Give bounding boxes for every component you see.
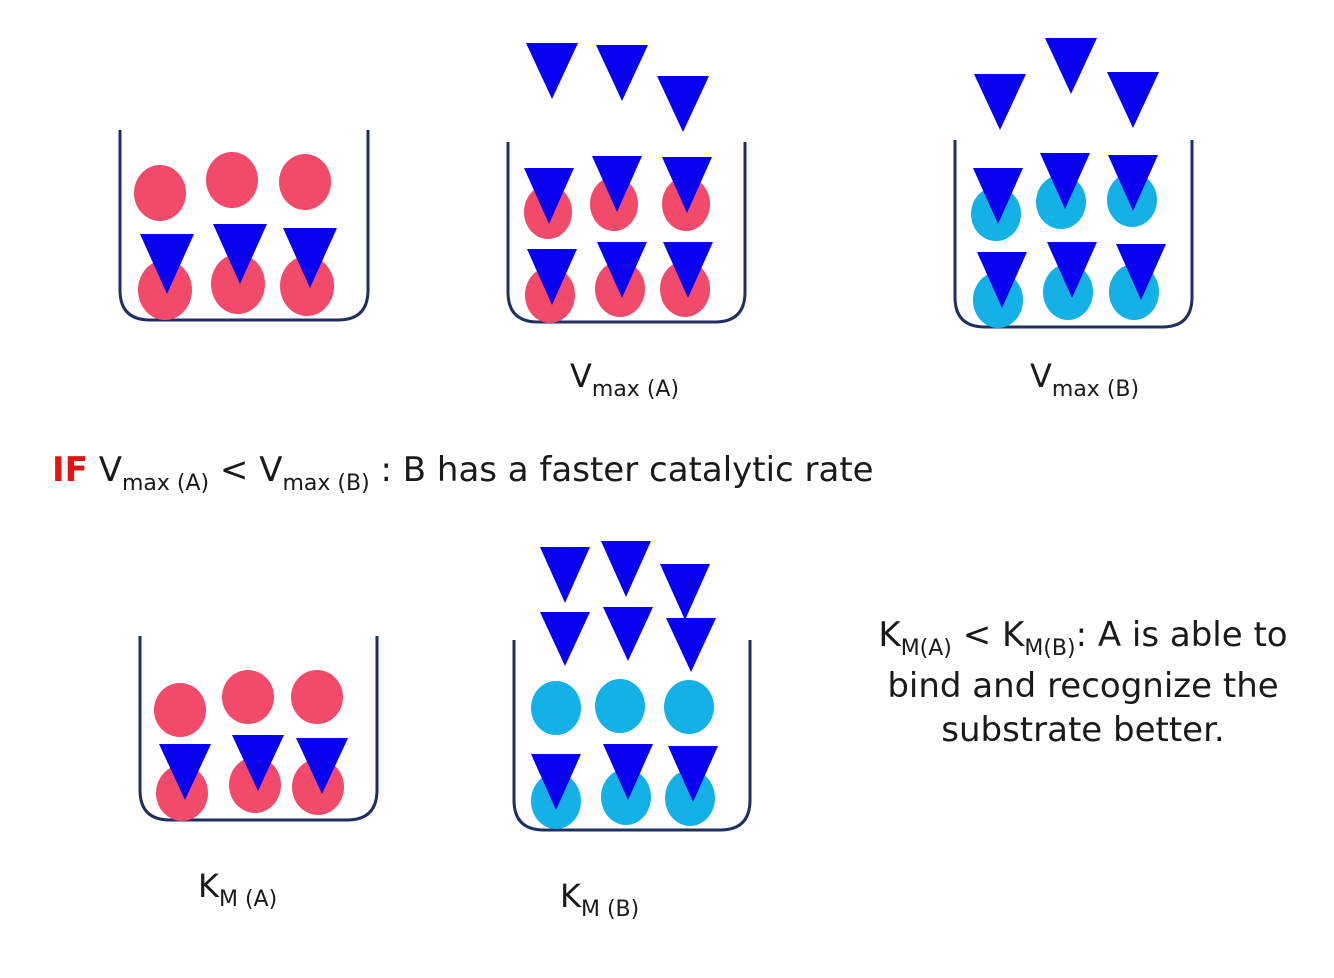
substrate-free <box>657 76 709 132</box>
substrate <box>283 228 337 288</box>
substrate-bound <box>1116 244 1166 300</box>
enzyme-b-bound <box>601 769 651 825</box>
substrate <box>213 224 267 284</box>
substrate-bound <box>603 744 653 800</box>
enzyme-a-free <box>291 670 343 724</box>
substrate-bound <box>1040 153 1090 209</box>
beaker-1 <box>118 130 370 322</box>
substrate-bound <box>663 242 713 298</box>
substrate-bound <box>977 252 1027 308</box>
substrate-free <box>974 74 1026 130</box>
substrate-bound <box>524 168 574 224</box>
beaker-km-a <box>138 636 379 822</box>
enzyme-a-free <box>222 670 274 724</box>
substrate-free <box>660 564 710 620</box>
substrate-bound <box>232 735 284 791</box>
enzyme-b-free <box>595 679 645 733</box>
km-b-label: KM (B) <box>560 877 640 922</box>
vmax-b-label: Vmax (B) <box>1030 357 1140 402</box>
enzyme-a-free <box>154 683 206 737</box>
substrate-bound <box>662 157 712 213</box>
substrate <box>140 234 194 294</box>
enzyme-a-free <box>206 152 258 208</box>
substrate-bound <box>973 168 1023 224</box>
substrate-bound <box>592 156 642 212</box>
enzyme-b-bound <box>665 770 715 826</box>
vmax-a-label: Vmax (A) <box>570 357 680 402</box>
enzyme-a-bound <box>280 256 334 316</box>
substrate-bound <box>527 249 577 305</box>
substrate-free <box>1107 72 1159 128</box>
beaker-km-b <box>512 640 752 832</box>
substrate-bound <box>668 746 718 802</box>
substrate-bound <box>1108 155 1158 211</box>
km-a-label: KM (A) <box>198 867 278 912</box>
enzyme-a-free <box>279 154 331 210</box>
substrate-bound <box>597 242 647 298</box>
substrate-free <box>666 618 716 672</box>
km-comparison-note: KM(A) < KM(B): A is able to bind and rec… <box>878 615 1288 750</box>
beaker-vmax-b <box>953 140 1194 329</box>
vmax-comparison: IF Vmax (A) < Vmax (B) : B has a faster … <box>52 450 874 496</box>
substrate-free <box>1045 38 1097 94</box>
substrate-bound <box>531 754 581 810</box>
if-keyword: IF <box>52 450 88 490</box>
substrate-free <box>601 541 651 597</box>
substrate-free <box>540 612 590 666</box>
enzyme-a-bound <box>211 254 265 314</box>
substrate-free <box>526 43 578 99</box>
enzyme-b-free <box>664 680 714 734</box>
substrate-bound <box>159 744 211 800</box>
substrate-free <box>596 45 648 101</box>
substrate-free <box>603 607 653 661</box>
enzyme-a-bound <box>138 260 192 320</box>
substrate-bound <box>1047 242 1097 298</box>
enzyme-a-free <box>134 165 186 221</box>
enzyme-b-free <box>531 681 581 735</box>
substrate-free <box>540 547 590 603</box>
beaker-vmax-a <box>506 142 747 324</box>
substrate-bound <box>296 738 348 794</box>
enzyme-a-bound <box>229 757 281 813</box>
